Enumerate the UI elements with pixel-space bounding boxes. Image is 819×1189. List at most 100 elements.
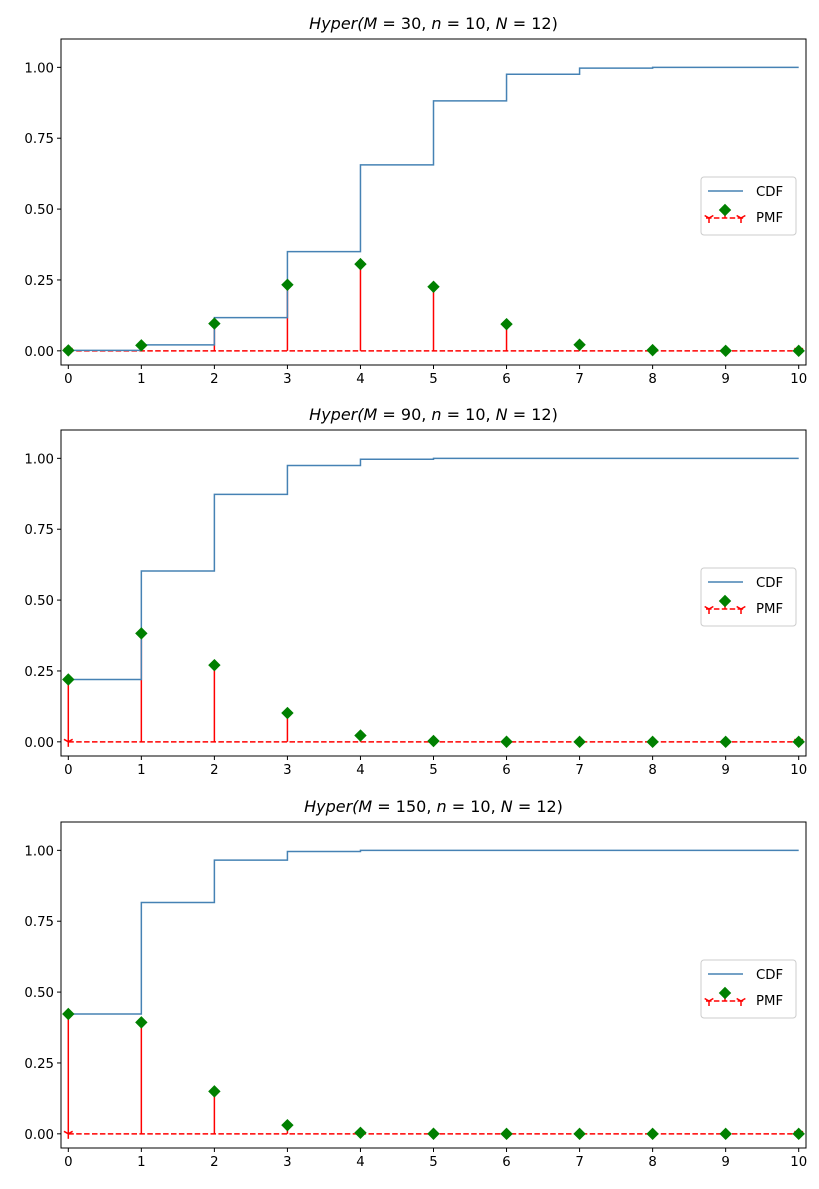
plot-area bbox=[62, 66, 805, 358]
title-sep: , bbox=[426, 797, 436, 816]
x-tick-label: 6 bbox=[502, 372, 510, 387]
title: Hyper(M = 150, n = 10, N = 12) bbox=[304, 797, 563, 816]
y-tick-label: 0.25 bbox=[24, 274, 54, 289]
cdf-step-line bbox=[68, 66, 799, 352]
title-M-label: M bbox=[364, 14, 378, 33]
plot-area bbox=[62, 849, 805, 1141]
title-n-value: 10 bbox=[465, 14, 485, 33]
svg-text:Hyper(M = 90, n = 10, N = 12: Hyper(M = 90, n = 10, N = 12) bbox=[309, 405, 558, 424]
title-sep: , bbox=[421, 405, 431, 424]
title-eq: = bbox=[442, 14, 466, 33]
pmf-marker bbox=[573, 735, 586, 749]
x-tick-label: 6 bbox=[502, 763, 510, 778]
pmf-baseline-marker-arm bbox=[67, 738, 74, 743]
pmf-marker bbox=[500, 735, 513, 748]
x-tick-label: 9 bbox=[721, 372, 729, 387]
title-eq: = bbox=[513, 797, 537, 816]
legend-label-cdf: CDF bbox=[756, 968, 783, 983]
x-tick-label: 5 bbox=[429, 372, 437, 387]
svg-text:Hyper(M = 30, n = 10, N = 12: Hyper(M = 30, n = 10, N = 12) bbox=[309, 14, 558, 33]
pmf-marker bbox=[500, 317, 513, 331]
title-prefix: Hyper( bbox=[309, 405, 364, 424]
legend-pmf-baseline-marker bbox=[704, 214, 714, 223]
x-tick-label: 2 bbox=[210, 1155, 218, 1170]
pmf-baseline-marker bbox=[63, 738, 74, 747]
y-tick-label: 0.25 bbox=[24, 1057, 54, 1072]
legend-pmf-baseline-marker-arm bbox=[704, 997, 710, 1002]
pmf-marker bbox=[208, 658, 221, 672]
pmf-marker bbox=[135, 1016, 148, 1029]
x-tick-label: 10 bbox=[790, 372, 807, 387]
legend-pmf-baseline-marker-arm bbox=[708, 605, 714, 610]
title-sep: , bbox=[486, 14, 496, 33]
legend: CDF PMF bbox=[700, 176, 797, 236]
title-eq: = bbox=[377, 14, 401, 33]
legend-pmf-baseline-marker-arm bbox=[740, 214, 746, 219]
legend-label-pmf: PMF bbox=[756, 211, 783, 226]
pmf-baseline-marker-arm bbox=[63, 1130, 69, 1135]
y-tick-label: 0.50 bbox=[24, 986, 54, 1001]
pmf-marker bbox=[573, 338, 586, 351]
title-N-value: 12 bbox=[531, 14, 551, 33]
y-tick-label: 1.00 bbox=[24, 61, 54, 76]
svg-text:Hyper(M = 150, n = 10, N = 1: Hyper(M = 150, n = 10, N = 12) bbox=[304, 797, 563, 816]
legend-pmf-baseline-marker-arm bbox=[708, 997, 714, 1002]
legend-pmf-baseline-marker-arm bbox=[708, 214, 714, 219]
x-tick-label: 4 bbox=[356, 763, 364, 778]
x-tick-label: 7 bbox=[575, 372, 583, 387]
legend-pmf-baseline-marker bbox=[736, 214, 746, 223]
x-tick-label: 8 bbox=[648, 763, 656, 778]
y-tick-label: 1.00 bbox=[24, 452, 54, 467]
legend: CDF PMF bbox=[700, 959, 797, 1019]
pmf-marker bbox=[208, 317, 221, 330]
pmf-baseline-marker-arm bbox=[63, 738, 69, 743]
title: Hyper(M = 30, n = 10, N = 12) bbox=[309, 14, 558, 33]
title-eq: = bbox=[447, 797, 471, 816]
legend-pmf-baseline-marker-arm bbox=[740, 605, 746, 610]
x-tick-label: 7 bbox=[575, 1155, 583, 1170]
legend-pmf-baseline-marker-arm bbox=[736, 214, 742, 219]
pmf-baseline-marker bbox=[63, 1130, 74, 1139]
title-eq: = bbox=[377, 405, 401, 424]
legend-pmf-baseline-marker-arm bbox=[704, 214, 710, 219]
legend-pmf-marker-swatch bbox=[718, 986, 732, 1000]
pmf-marker bbox=[500, 1127, 513, 1141]
title-n-label: n bbox=[431, 405, 441, 424]
legend-pmf-baseline-marker bbox=[704, 605, 714, 614]
y-tick-label: 0.75 bbox=[24, 132, 54, 147]
title-sep: , bbox=[421, 14, 431, 33]
pmf-marker bbox=[281, 1118, 294, 1132]
title-n-value: 10 bbox=[465, 405, 485, 424]
title-M-label: M bbox=[364, 405, 378, 424]
pmf-marker bbox=[427, 734, 440, 748]
x-tick-label: 5 bbox=[429, 1155, 437, 1170]
plot-area bbox=[62, 457, 805, 749]
y-tick-label: 0.75 bbox=[24, 523, 54, 538]
x-tick-label: 1 bbox=[137, 372, 145, 387]
x-tick-label: 2 bbox=[210, 372, 218, 387]
x-tick-label: 6 bbox=[502, 1155, 510, 1170]
legend-label-cdf: CDF bbox=[756, 185, 783, 200]
x-tick-label: 10 bbox=[790, 1155, 807, 1170]
legend-pmf-baseline-marker bbox=[736, 605, 746, 614]
title-eq: = bbox=[508, 405, 532, 424]
y-tick-label: 1.00 bbox=[24, 844, 54, 859]
pmf-marker bbox=[792, 735, 805, 749]
legend-pmf-baseline-marker bbox=[736, 997, 746, 1006]
title-N-label: N bbox=[501, 797, 513, 816]
y-tick-label: 0.50 bbox=[24, 594, 54, 609]
x-tick-label: 1 bbox=[137, 1155, 145, 1170]
x-tick-label: 0 bbox=[64, 372, 72, 387]
title-prefix: Hyper( bbox=[304, 797, 359, 816]
x-tick-label: 4 bbox=[356, 372, 364, 387]
legend-pmf-baseline-marker-arm bbox=[736, 997, 742, 1002]
title-sep: , bbox=[491, 797, 501, 816]
x-tick-label: 8 bbox=[648, 1155, 656, 1170]
y-tick-label: 0.00 bbox=[24, 1128, 54, 1143]
title: Hyper(M = 90, n = 10, N = 12) bbox=[309, 405, 558, 424]
x-tick-label: 5 bbox=[429, 763, 437, 778]
title-eq: = bbox=[442, 405, 466, 424]
